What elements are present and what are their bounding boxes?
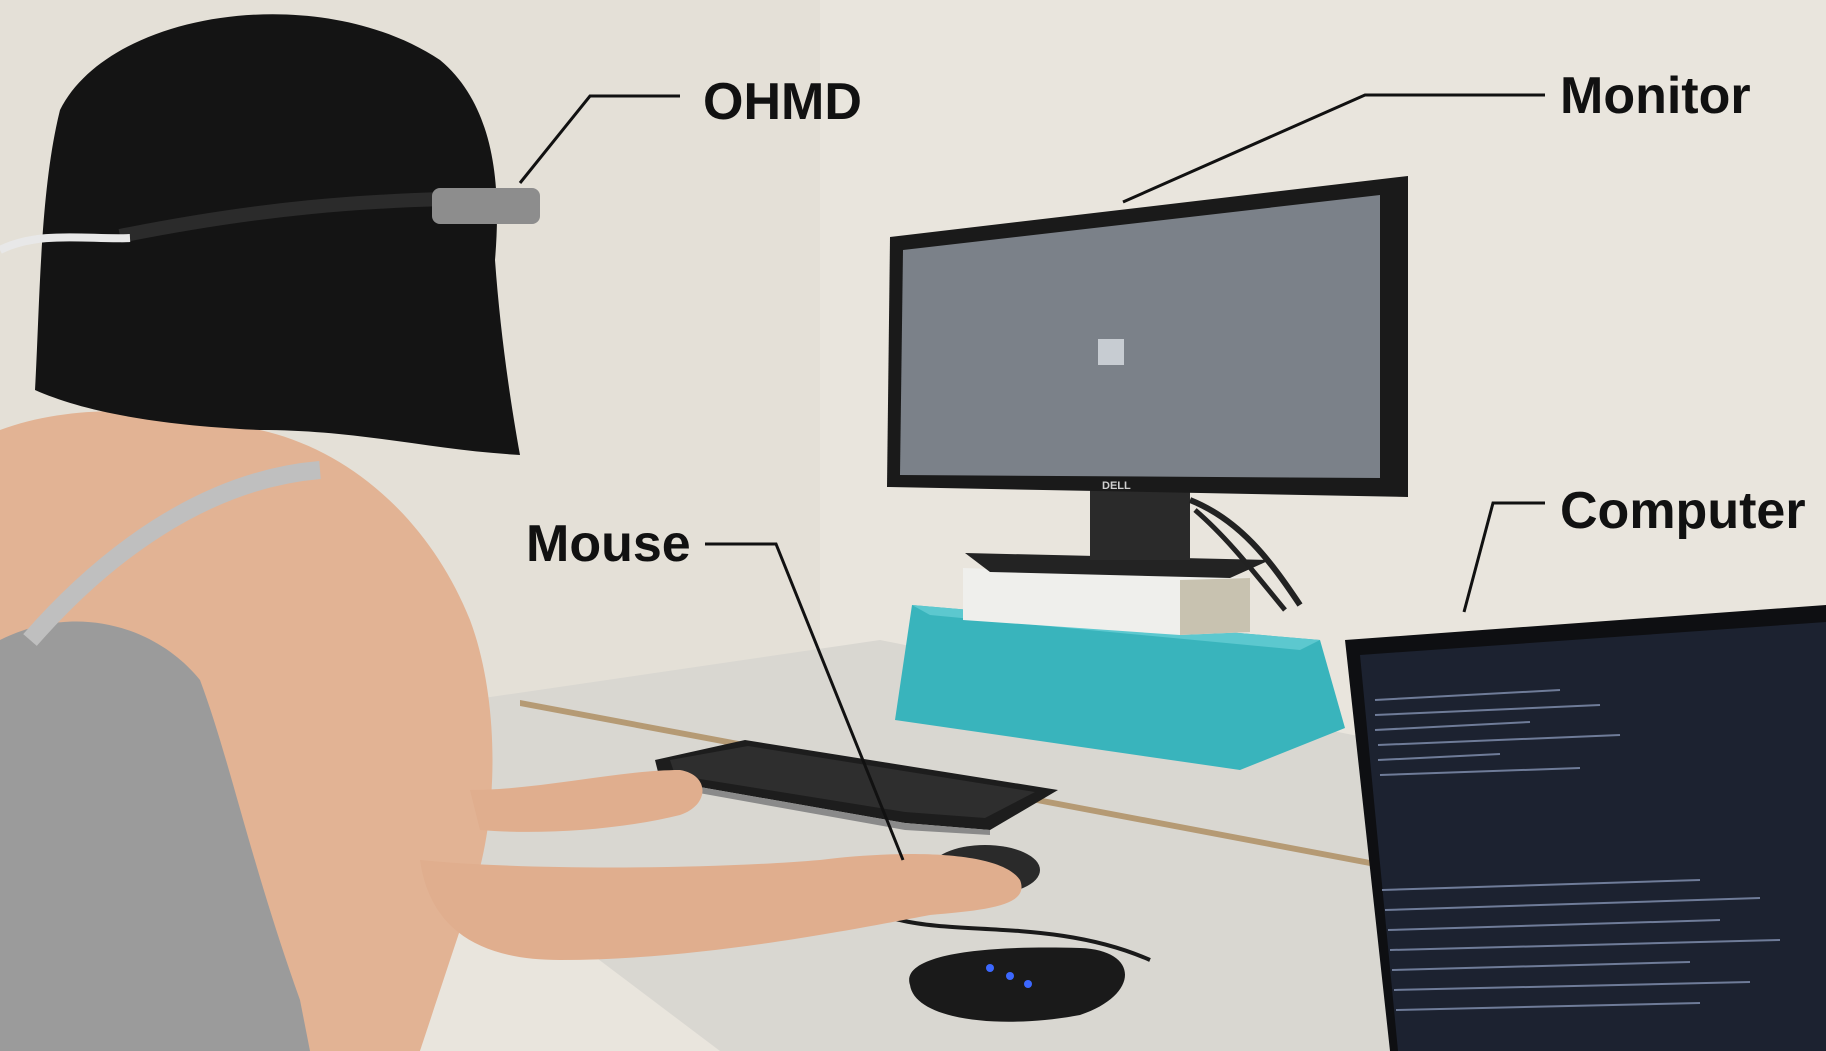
ohmd-strap bbox=[0, 233, 131, 254]
monitor-neck bbox=[1090, 490, 1190, 560]
callout-line-computer bbox=[1462, 501, 1545, 613]
keyboard-keys bbox=[670, 746, 1035, 818]
laptop-screen bbox=[1360, 622, 1826, 1051]
device-led-3 bbox=[1024, 980, 1032, 988]
monitor-base bbox=[965, 553, 1270, 578]
monitor-cable bbox=[1188, 497, 1303, 607]
device-on-desk bbox=[909, 947, 1125, 1022]
keyboard-trim bbox=[660, 780, 990, 835]
laptop-terminal-text bbox=[1374, 689, 1781, 1011]
device-led-2 bbox=[1006, 972, 1014, 980]
monitor-target-square bbox=[1098, 339, 1124, 365]
person-arm-right bbox=[420, 854, 1022, 960]
person-top bbox=[0, 621, 310, 1051]
person-strap bbox=[23, 461, 321, 646]
callout-lines bbox=[518, 93, 1545, 861]
book bbox=[963, 568, 1250, 635]
monitor-brand-logo: DELL bbox=[1102, 480, 1131, 492]
monitor-riser bbox=[895, 605, 1345, 770]
book-spine bbox=[1180, 578, 1250, 635]
label-monitor: Monitor bbox=[1560, 67, 1751, 125]
label-computer: Computer bbox=[1560, 482, 1806, 540]
person-hair bbox=[35, 14, 520, 455]
device-led bbox=[986, 964, 994, 972]
person-arm-left bbox=[470, 770, 703, 832]
monitor-cable-2 bbox=[1193, 508, 1287, 612]
label-ohmd: OHMD bbox=[703, 73, 862, 131]
callout-line-ohmd bbox=[518, 94, 680, 184]
callout-line-mouse bbox=[705, 542, 905, 861]
label-mouse: Mouse bbox=[526, 515, 691, 573]
ohmd-device bbox=[432, 188, 540, 224]
monitor-screen bbox=[900, 195, 1380, 478]
callout-line-monitor bbox=[1122, 93, 1545, 204]
